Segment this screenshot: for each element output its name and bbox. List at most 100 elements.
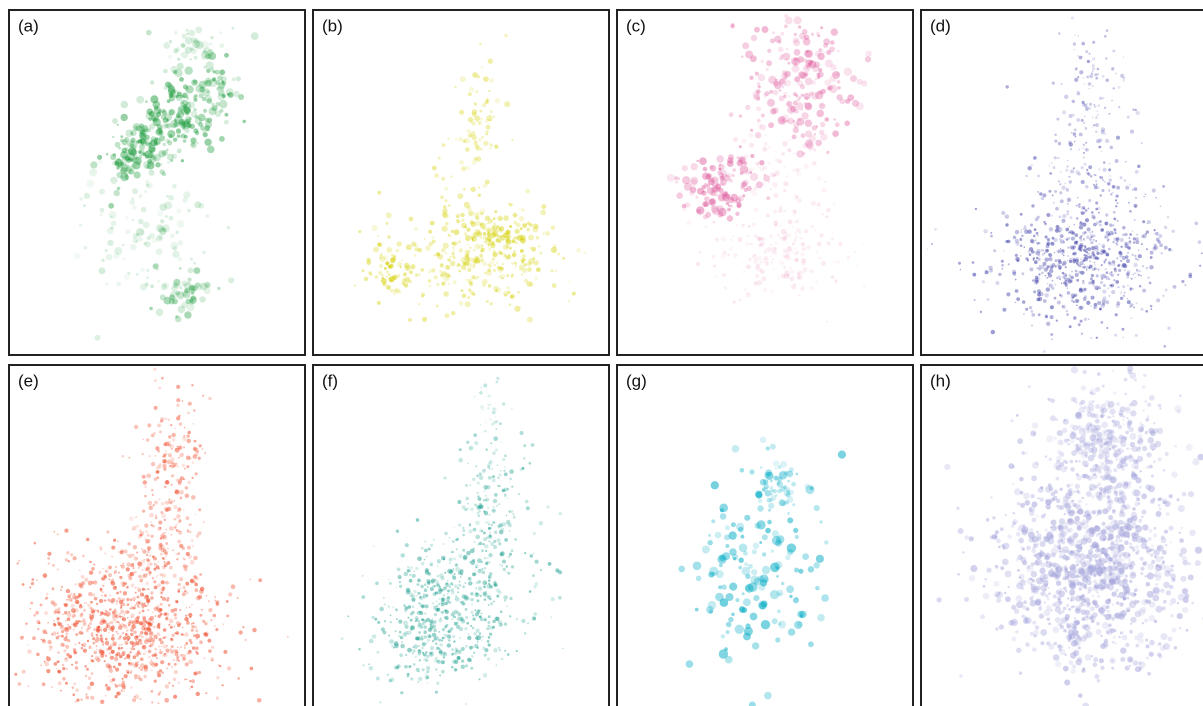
point — [1083, 254, 1085, 256]
point — [95, 639, 99, 643]
point — [489, 514, 491, 516]
point — [1085, 50, 1088, 53]
point — [483, 76, 489, 82]
point — [1077, 204, 1079, 206]
point — [179, 267, 182, 270]
point — [527, 267, 532, 272]
point — [43, 573, 48, 578]
point — [173, 505, 177, 509]
point — [372, 634, 377, 639]
point — [81, 621, 83, 623]
point — [177, 658, 179, 660]
point — [1021, 235, 1023, 237]
point — [722, 552, 730, 560]
point — [804, 229, 808, 233]
point — [412, 653, 414, 655]
point — [489, 532, 491, 534]
point — [108, 578, 110, 580]
point — [162, 464, 166, 468]
point — [831, 238, 834, 241]
point — [515, 241, 518, 244]
point — [207, 118, 212, 123]
point — [410, 625, 415, 630]
point — [1094, 262, 1095, 263]
point — [425, 673, 427, 675]
point — [185, 582, 189, 586]
point — [1076, 217, 1078, 219]
point — [1020, 213, 1023, 216]
point — [1146, 267, 1148, 269]
point — [32, 578, 35, 581]
point — [1079, 306, 1083, 310]
point — [126, 598, 129, 601]
point — [138, 237, 143, 242]
point — [1141, 308, 1144, 311]
point — [486, 521, 488, 523]
point — [121, 644, 123, 646]
point — [121, 683, 126, 688]
point — [164, 86, 168, 90]
point — [60, 589, 62, 591]
point — [1134, 187, 1138, 191]
panel-background — [921, 10, 1203, 355]
point — [109, 669, 113, 673]
point — [787, 543, 796, 552]
point — [121, 618, 123, 620]
point — [781, 153, 784, 156]
point — [437, 637, 439, 639]
point — [1067, 597, 1069, 599]
point — [450, 175, 452, 177]
point — [455, 567, 460, 572]
point — [79, 605, 83, 609]
point — [504, 538, 508, 542]
point — [546, 505, 549, 508]
point — [117, 693, 119, 695]
point — [784, 270, 789, 275]
point — [861, 81, 867, 87]
point — [107, 240, 113, 246]
point — [1080, 320, 1083, 323]
point — [206, 61, 214, 69]
point — [177, 447, 179, 449]
point — [435, 591, 438, 594]
point — [120, 135, 123, 138]
point — [162, 172, 166, 176]
point — [1093, 124, 1095, 126]
point — [439, 573, 444, 578]
point — [799, 168, 801, 170]
panel: (f) — [313, 365, 609, 706]
point — [194, 448, 198, 452]
point — [432, 633, 436, 637]
point — [865, 56, 871, 62]
point — [118, 622, 120, 624]
point — [741, 56, 743, 58]
point — [73, 693, 76, 696]
point — [1086, 171, 1089, 174]
point — [794, 209, 796, 211]
point — [725, 287, 727, 289]
figure: (a)(b)(c)(d)(e)(f)(g)(h) — [0, 0, 1203, 706]
point — [42, 682, 46, 686]
point — [516, 223, 521, 228]
point — [134, 571, 137, 574]
point — [509, 615, 511, 617]
point — [65, 627, 68, 630]
point — [83, 623, 87, 627]
point — [132, 568, 134, 570]
point — [509, 478, 512, 481]
point — [737, 204, 741, 208]
point — [464, 202, 470, 208]
point — [784, 167, 786, 169]
point — [1105, 268, 1107, 270]
point — [178, 480, 182, 484]
point — [492, 451, 495, 454]
point — [1028, 251, 1030, 253]
point — [364, 277, 368, 281]
point — [487, 465, 490, 468]
point — [413, 254, 416, 257]
point — [475, 593, 479, 597]
point — [147, 609, 149, 611]
point — [166, 668, 167, 669]
point — [1047, 243, 1049, 245]
point — [424, 549, 428, 553]
